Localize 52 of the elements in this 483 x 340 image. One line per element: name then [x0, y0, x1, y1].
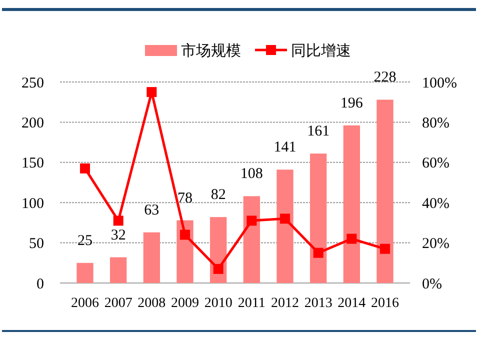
bar [276, 170, 294, 283]
y-tick-label: 250 [22, 75, 44, 92]
x-tick-label: 2013 [304, 296, 332, 311]
bar [310, 154, 327, 283]
bar [76, 262, 94, 283]
x-tick-label: 2011 [238, 296, 266, 311]
data-label: 78 [178, 190, 192, 206]
y-tick-label: 50 [29, 236, 44, 252]
x-tick-label: 2008 [138, 296, 166, 311]
bar [110, 257, 127, 283]
data-label: 108 [240, 166, 263, 182]
data-label: 196 [340, 95, 364, 112]
point [246, 216, 257, 226]
bar [343, 125, 360, 283]
point [313, 248, 324, 258]
data-label: 82 [210, 187, 226, 204]
point [80, 163, 90, 174]
y2-tick-label: 60% [422, 156, 450, 172]
bar [376, 100, 394, 283]
data-label: 32 [110, 227, 126, 244]
x-tick-label: 2014 [338, 296, 366, 311]
y2-tick-label: 0% [422, 276, 442, 292]
x-tick-label: 2006 [71, 296, 99, 311]
bar [143, 232, 160, 283]
y-tick-label: 200 [22, 115, 44, 132]
bar [243, 196, 260, 283]
data-label: 141 [274, 140, 296, 156]
y2-tick-label: 40% [422, 196, 450, 212]
x-tick-label: 2012 [271, 296, 299, 311]
y2-tick-label: 20% [422, 236, 450, 252]
data-label: 25 [78, 232, 92, 249]
point [346, 234, 357, 244]
point [280, 214, 290, 224]
legend-label: 同比增速 [291, 41, 351, 60]
point [380, 244, 390, 254]
point [113, 216, 124, 226]
data-label: 63 [144, 202, 160, 218]
y-tick-label: 100 [22, 196, 44, 212]
data-label: 228 [374, 70, 396, 86]
x-tick-label: 2009 [171, 296, 199, 311]
point [180, 230, 190, 240]
x-tick-label: 2010 [204, 296, 232, 311]
x-tick-label: 2016 [371, 296, 399, 311]
y-tick-label: 0 [36, 276, 44, 292]
y-tick-label: 150 [22, 156, 44, 172]
y2-tick-label: 80% [422, 115, 450, 132]
legend-label: 市场规模 [181, 41, 241, 60]
point [146, 87, 157, 98]
point [213, 264, 224, 274]
y2-tick-label: 100% [422, 75, 457, 92]
x-tick-label: 2007 [104, 296, 132, 311]
data-label: 161 [307, 124, 330, 140]
